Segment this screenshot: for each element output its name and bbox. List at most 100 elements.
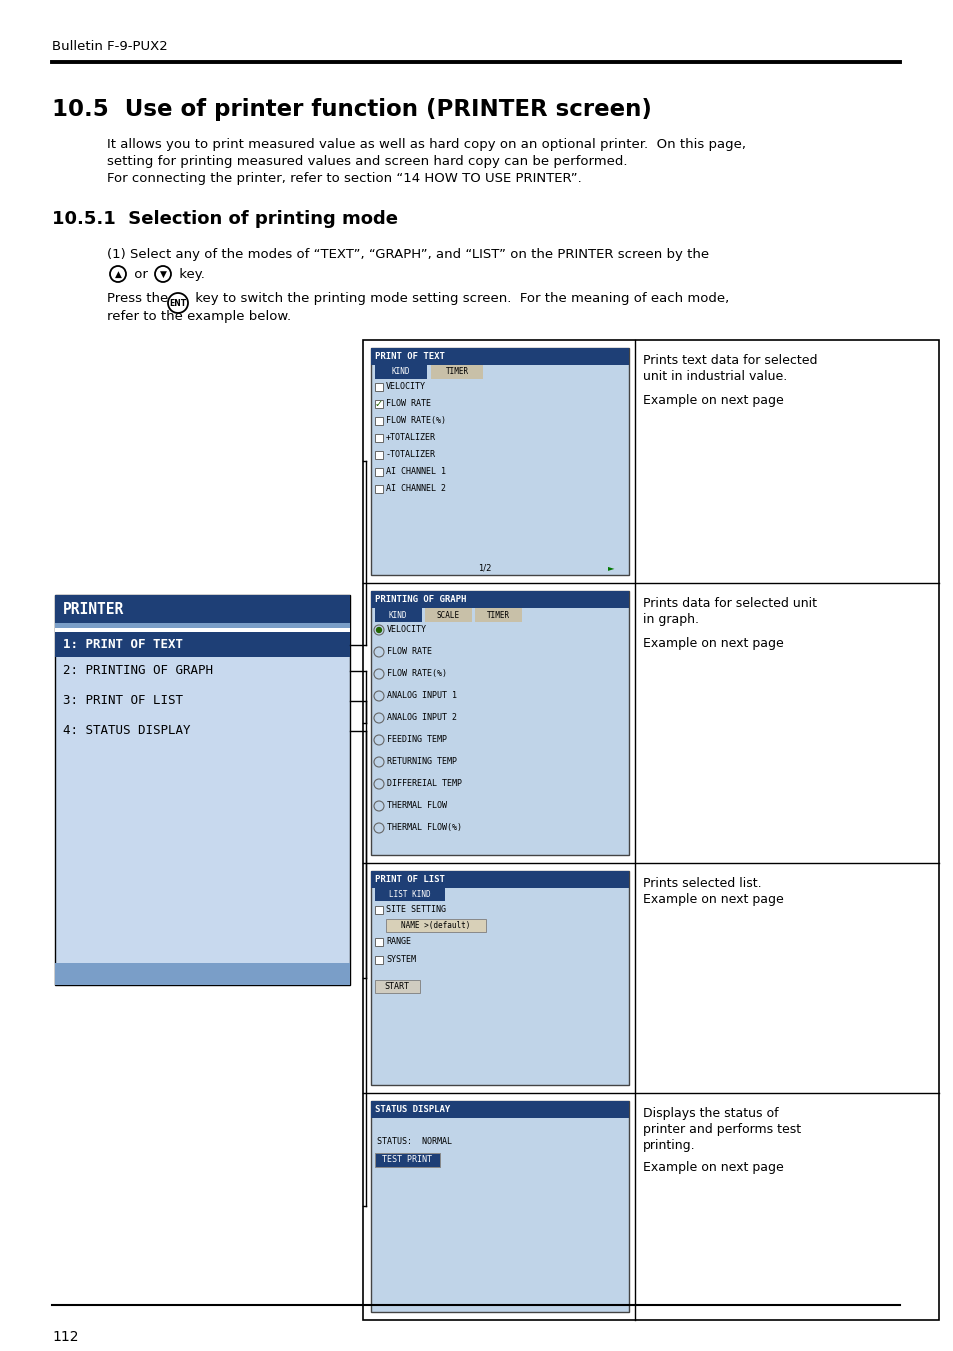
- Text: For connecting the printer, refer to section “14 HOW TO USE PRINTER”.: For connecting the printer, refer to sec…: [107, 172, 581, 185]
- Text: KIND: KIND: [392, 367, 410, 377]
- Text: STATUS:  NORMAL: STATUS: NORMAL: [376, 1136, 452, 1146]
- Text: TEST PRINT: TEST PRINT: [381, 1155, 432, 1165]
- Text: PRINTING OF GRAPH: PRINTING OF GRAPH: [375, 594, 466, 604]
- Text: STATUS DISPLAY: STATUS DISPLAY: [375, 1105, 450, 1115]
- Bar: [371, 871, 628, 888]
- Bar: [375, 451, 382, 459]
- Text: Prints data for selected unit: Prints data for selected unit: [642, 597, 816, 611]
- Bar: [375, 365, 427, 380]
- Bar: [375, 400, 382, 408]
- Text: key.: key.: [174, 267, 205, 281]
- Text: VELOCITY: VELOCITY: [386, 382, 426, 390]
- Text: FLOW RATE: FLOW RATE: [387, 647, 432, 657]
- Text: Displays the status of: Displays the status of: [642, 1106, 778, 1120]
- Text: AI CHANNEL 2: AI CHANNEL 2: [386, 484, 446, 493]
- Text: TIMER: TIMER: [445, 367, 468, 377]
- Text: SCALE: SCALE: [436, 611, 459, 620]
- Bar: [375, 417, 382, 426]
- Bar: [371, 590, 628, 855]
- Text: START: START: [384, 982, 409, 992]
- Bar: [375, 979, 419, 993]
- Bar: [371, 871, 628, 1085]
- Text: or: or: [130, 267, 152, 281]
- Text: refer to the example below.: refer to the example below.: [107, 309, 291, 323]
- Text: Example on next page: Example on next page: [642, 893, 783, 907]
- Text: Prints text data for selected: Prints text data for selected: [642, 354, 817, 367]
- Bar: [55, 594, 350, 623]
- Text: PRINT OF TEXT: PRINT OF TEXT: [375, 353, 444, 361]
- Text: FEEDING TEMP: FEEDING TEMP: [387, 735, 447, 744]
- Bar: [371, 1101, 628, 1119]
- Text: 1: PRINT OF TEXT: 1: PRINT OF TEXT: [63, 638, 183, 651]
- Bar: [375, 888, 444, 901]
- Bar: [375, 434, 382, 442]
- Text: unit in industrial value.: unit in industrial value.: [642, 370, 786, 382]
- Bar: [424, 608, 472, 621]
- Bar: [371, 1101, 628, 1312]
- Text: ANALOG INPUT 2: ANALOG INPUT 2: [387, 713, 456, 721]
- Text: 112: 112: [52, 1329, 78, 1344]
- Text: Prints selected list.: Prints selected list.: [642, 877, 760, 890]
- Text: +TOTALIZER: +TOTALIZER: [386, 434, 436, 442]
- Bar: [55, 632, 350, 657]
- Text: RANGE: RANGE: [386, 938, 411, 946]
- Bar: [55, 963, 350, 985]
- Text: DIFFEREIAL TEMP: DIFFEREIAL TEMP: [387, 780, 461, 788]
- Bar: [55, 628, 350, 632]
- Text: SYSTEM: SYSTEM: [386, 955, 416, 965]
- Text: in graph.: in graph.: [642, 613, 699, 626]
- Bar: [371, 349, 628, 576]
- Bar: [431, 365, 482, 380]
- Text: PRINTER: PRINTER: [63, 601, 124, 616]
- Text: -TOTALIZER: -TOTALIZER: [386, 450, 436, 459]
- Text: ANALOG INPUT 1: ANALOG INPUT 1: [387, 690, 456, 700]
- Bar: [386, 919, 485, 932]
- Bar: [375, 1152, 439, 1167]
- Text: ►: ►: [607, 563, 614, 573]
- Text: setting for printing measured values and screen hard copy can be performed.: setting for printing measured values and…: [107, 155, 627, 168]
- Text: ENT: ENT: [170, 299, 187, 308]
- Circle shape: [376, 627, 381, 632]
- Bar: [375, 957, 382, 965]
- Bar: [375, 485, 382, 493]
- Text: SITE SETTING: SITE SETTING: [386, 905, 446, 915]
- Text: THERMAL FLOW: THERMAL FLOW: [387, 801, 447, 811]
- Text: (1) Select any of the modes of “TEXT”, “GRAPH”, and “LIST” on the PRINTER screen: (1) Select any of the modes of “TEXT”, “…: [107, 249, 708, 261]
- Bar: [475, 608, 521, 621]
- Bar: [363, 340, 938, 1320]
- Text: ▲: ▲: [114, 269, 121, 278]
- Text: printing.: printing.: [642, 1139, 695, 1152]
- Text: KIND: KIND: [388, 611, 407, 620]
- Text: VELOCITY: VELOCITY: [387, 626, 427, 634]
- Text: RETURNING TEMP: RETURNING TEMP: [387, 757, 456, 766]
- Text: LIST KIND: LIST KIND: [389, 890, 431, 898]
- Text: 4: STATUS DISPLAY: 4: STATUS DISPLAY: [63, 724, 191, 738]
- Text: PRINT OF LIST: PRINT OF LIST: [375, 875, 444, 884]
- Text: TIMER: TIMER: [486, 611, 509, 620]
- Text: ✓: ✓: [375, 399, 383, 409]
- Bar: [375, 907, 382, 915]
- Bar: [375, 467, 382, 476]
- Text: NAME >(default): NAME >(default): [401, 921, 470, 929]
- Text: 2: PRINTING OF GRAPH: 2: PRINTING OF GRAPH: [63, 665, 213, 677]
- Text: Bulletin F-9-PUX2: Bulletin F-9-PUX2: [52, 41, 168, 53]
- Text: THERMAL FLOW(%): THERMAL FLOW(%): [387, 823, 461, 832]
- Text: 1/2: 1/2: [477, 563, 491, 573]
- Bar: [55, 623, 350, 628]
- Text: AI CHANNEL 1: AI CHANNEL 1: [386, 467, 446, 476]
- Text: printer and performs test: printer and performs test: [642, 1123, 801, 1136]
- Text: key to switch the printing mode setting screen.  For the meaning of each mode,: key to switch the printing mode setting …: [191, 292, 728, 305]
- Text: 3: PRINT OF LIST: 3: PRINT OF LIST: [63, 694, 183, 708]
- Text: 10.5  Use of printer function (PRINTER screen): 10.5 Use of printer function (PRINTER sc…: [52, 99, 651, 122]
- Text: FLOW RATE: FLOW RATE: [386, 399, 431, 408]
- Bar: [375, 382, 382, 390]
- Text: It allows you to print measured value as well as hard copy on an optional printe: It allows you to print measured value as…: [107, 138, 745, 151]
- Bar: [371, 349, 628, 365]
- Bar: [55, 594, 350, 985]
- Text: Press the: Press the: [107, 292, 172, 305]
- Bar: [371, 590, 628, 608]
- Text: Example on next page: Example on next page: [642, 638, 783, 650]
- Bar: [375, 938, 382, 946]
- Text: Example on next page: Example on next page: [642, 394, 783, 407]
- Text: 10.5.1  Selection of printing mode: 10.5.1 Selection of printing mode: [52, 209, 397, 228]
